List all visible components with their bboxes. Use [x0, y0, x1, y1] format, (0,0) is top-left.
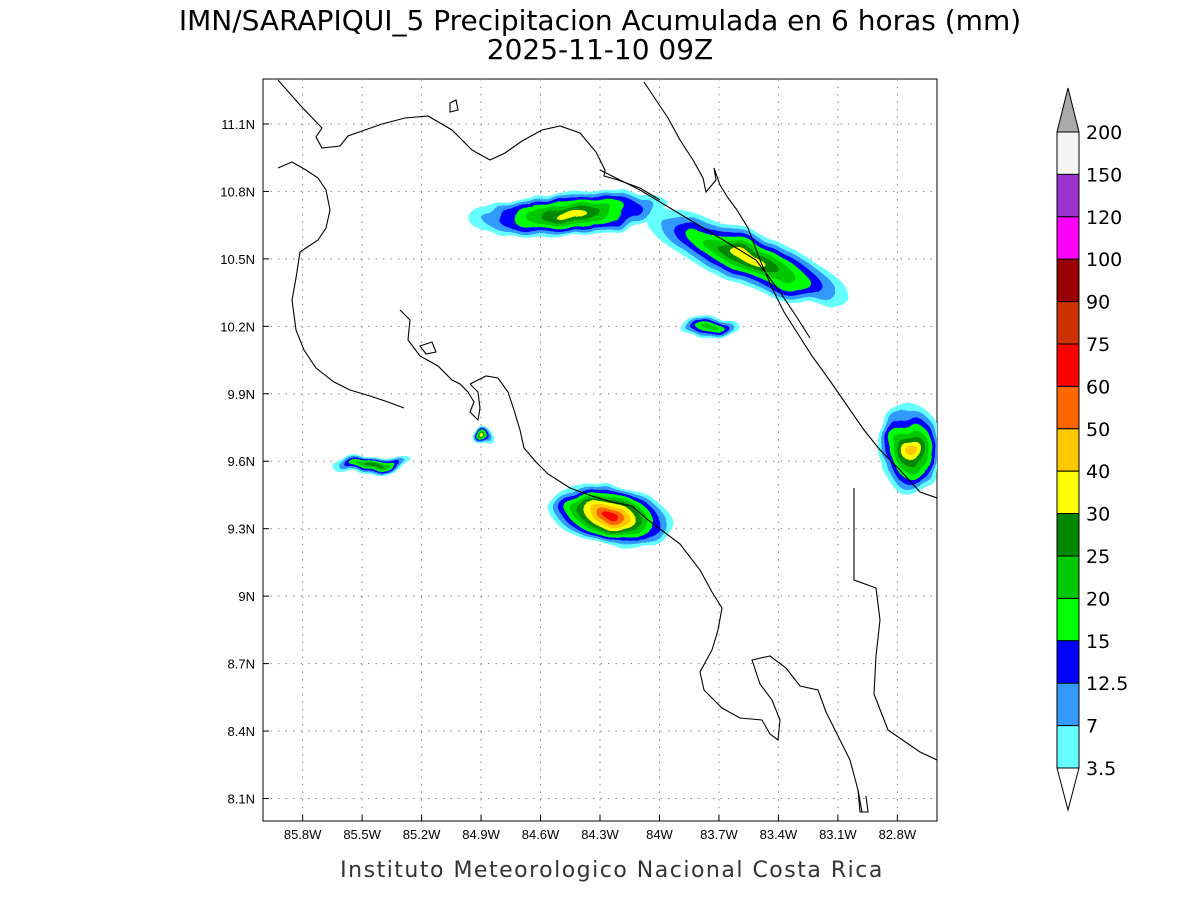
y-tick-label: 10.2N [220, 319, 255, 334]
legend-arrow-bottom [1056, 767, 1080, 812]
x-axis-ticks: 85.8W 85.5W 85.2W 84.9W 84.6W 84.3W 84W 83.7W 83… [284, 815, 917, 842]
legend-swatch-40 [1056, 428, 1080, 472]
legend-label: 90 [1086, 292, 1110, 314]
x-tick-label: 84.9W [462, 827, 500, 842]
legend-swatch-60 [1056, 343, 1080, 387]
y-tick-label: 10.5N [220, 252, 255, 267]
legend-swatch-90 [1056, 258, 1080, 303]
small-island [449, 99, 459, 113]
map-title: IMN/SARAPIQUI_5 Precipitacion Acumulada … [179, 4, 1021, 37]
legend-label: 40 [1086, 461, 1110, 483]
nicaragua-caribbean-coast [643, 81, 738, 211]
gulf-of-nicoya-island [419, 341, 437, 355]
y-tick-label: 8.4N [228, 724, 255, 739]
y-axis-ticks: 11.1N 10.8N 10.5N 10.2N 9.9N 9.6N 9.3N 9N 8.7N 8.… [220, 117, 269, 807]
legend-swatch-100 [1056, 216, 1080, 260]
precip-contour-30 [731, 250, 766, 267]
legend-swatch-7 [1056, 682, 1080, 727]
legend-swatch-12.5 [1056, 640, 1080, 684]
precip-area-central-pacific-cell [547, 481, 673, 549]
precip-contour-60 [602, 511, 618, 520]
x-tick-label: 83.4W [760, 827, 798, 842]
precip-area-northern-east-cell [679, 315, 739, 338]
x-tick-label: 83.7W [700, 827, 738, 842]
legend-swatch-3.5 [1056, 725, 1080, 769]
legend-label: 200 [1086, 122, 1122, 144]
legend-swatch-20 [1056, 555, 1080, 599]
precip-area-northern-plains-band [471, 189, 670, 238]
legend-label: 25 [1086, 546, 1110, 568]
panama-border [853, 488, 937, 761]
costa-rica-caribbean-coast [736, 209, 937, 499]
legend-label: 7 [1086, 716, 1098, 738]
nicaragua-pacific-coast [277, 161, 405, 409]
legend-label: 12.5 [1086, 673, 1128, 695]
x-tick-label: 85.2W [403, 827, 441, 842]
x-tick-label: 82.8W [879, 827, 917, 842]
nicaragua-border [277, 79, 661, 201]
legend-label: 60 [1086, 376, 1110, 398]
x-tick-label: 85.8W [284, 827, 322, 842]
legend-label: 15 [1086, 631, 1110, 653]
y-tick-label: 9.6N [228, 454, 255, 469]
coastlines [277, 79, 937, 813]
legend-swatch-50 [1056, 385, 1080, 430]
precip-contour-40 [906, 443, 916, 457]
y-tick-label: 8.7N [228, 657, 255, 672]
y-tick-label: 9N [238, 589, 255, 604]
legend-label: 120 [1086, 207, 1122, 229]
legend-label: 30 [1086, 504, 1110, 526]
y-tick-label: 8.1N [228, 792, 255, 807]
legend-swatch-75 [1056, 301, 1080, 345]
nicoya-peninsula [399, 309, 481, 422]
precip-contour-20 [702, 323, 716, 329]
osa-coast [699, 649, 863, 813]
y-tick-label: 10.8N [220, 184, 255, 199]
legend-swatch-150 [1056, 131, 1080, 175]
legend-label: 20 [1086, 588, 1110, 610]
color-legend: 200 150 120 100 90 75 60 50 40 30 25 20 15 12.5 7 3.5 [1056, 87, 1128, 812]
precip-area-nicoya-cell [332, 453, 412, 474]
legend-label: 50 [1086, 419, 1110, 441]
precip-contour-25 [364, 461, 380, 466]
x-tick-label: 83.1W [819, 827, 857, 842]
credit-text: Instituto Meteorologico Nacional Costa R… [340, 858, 884, 883]
legend-label: 75 [1086, 334, 1110, 356]
map-plot-area: 85.8W 85.5W 85.2W 84.9W 84.6W 84.3W 84W 83.7W 83… [220, 78, 938, 842]
precip-area-caribbean-slope-band [647, 210, 851, 307]
legend-label: 3.5 [1086, 758, 1116, 780]
central-pacific-coast [469, 375, 723, 651]
panama-coast-south [857, 789, 869, 813]
legend-arrow-top [1056, 87, 1080, 133]
precip-contour-30 [483, 436, 488, 441]
precip-area-caribbean-south-cell [879, 405, 937, 495]
y-tick-label: 11.1N [221, 117, 255, 132]
x-tick-label: 85.5W [343, 827, 381, 842]
legend-swatch-120 [1056, 173, 1080, 218]
map-timestamp: 2025-11-10 09Z [487, 33, 713, 66]
precip-contour-30 [553, 209, 587, 218]
x-tick-label: 84.6W [522, 827, 560, 842]
legend-label: 150 [1086, 164, 1122, 186]
x-tick-label: 84.3W [581, 827, 619, 842]
legend-label: 100 [1086, 249, 1122, 271]
precipitation-field [332, 189, 937, 549]
legend-swatch-30 [1056, 470, 1080, 515]
legend-swatch-15 [1056, 597, 1080, 642]
y-tick-label: 9.9N [228, 387, 255, 402]
precip-area-gulf-cell [475, 429, 495, 448]
y-tick-label: 9.3N [228, 522, 255, 537]
x-tick-label: 84W [646, 827, 673, 842]
legend-swatch-25 [1056, 513, 1080, 557]
border-north-east [599, 169, 811, 339]
